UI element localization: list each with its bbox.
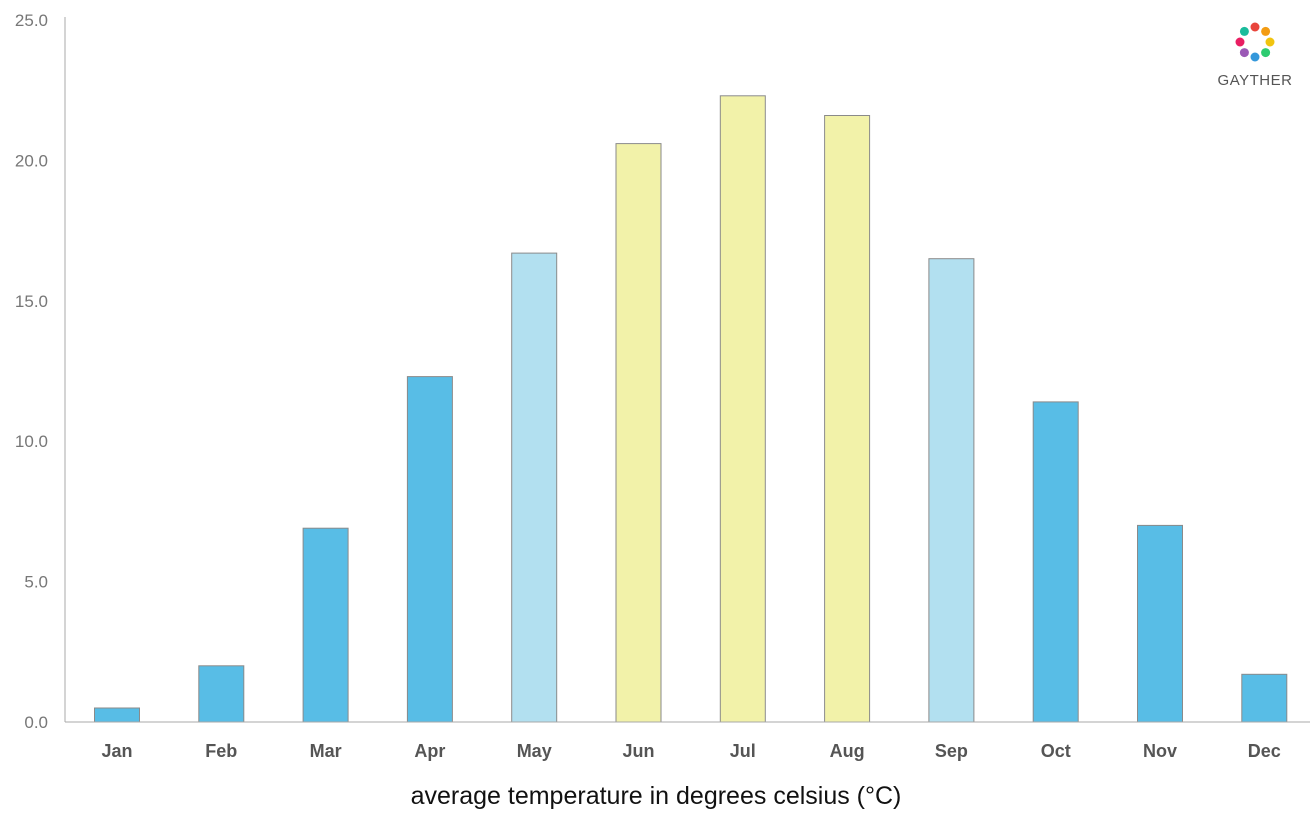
bar-oct	[1032, 401, 1079, 723]
y-tick-label: 25.0	[15, 11, 48, 30]
logo-petal	[1239, 26, 1249, 36]
gayther-logo: GAYTHER	[1200, 20, 1310, 92]
logo-petal	[1250, 22, 1260, 32]
x-tick-label-apr: Apr	[414, 741, 445, 761]
logo-petal	[1265, 37, 1275, 47]
bar-nov	[1137, 524, 1183, 723]
bar-mar	[302, 527, 349, 723]
x-tick-label-oct: Oct	[1041, 741, 1071, 761]
bar-jul	[719, 95, 766, 723]
flower-logo-icon	[1235, 22, 1275, 62]
x-tick-label-dec: Dec	[1248, 741, 1281, 761]
x-tick-label-nov: Nov	[1143, 741, 1177, 761]
x-tick-label-aug: Aug	[830, 741, 865, 761]
x-tick-label-jun: Jun	[622, 741, 654, 761]
logo-petal	[1239, 48, 1249, 58]
y-tick-label: 5.0	[24, 573, 48, 592]
y-tick-labels: 0.0 5.0 10.0 15.0 20.0 25.0	[15, 11, 48, 732]
x-tick-label-jan: Jan	[101, 741, 132, 761]
logo-petal	[1250, 52, 1260, 62]
bar-dec	[1241, 673, 1288, 723]
bar-jun	[615, 143, 662, 723]
logo-petal	[1261, 26, 1271, 36]
logo-petal	[1261, 48, 1271, 58]
logo-petal	[1235, 37, 1245, 47]
x-tick-label-may: May	[517, 741, 552, 761]
x-axis-caption: average temperature in degrees celsius (…	[410, 782, 902, 810]
x-tick-label-jul: Jul	[730, 741, 756, 761]
y-tick-label: 15.0	[15, 292, 48, 311]
bar-jan	[94, 707, 140, 723]
x-tick-label-sep: Sep	[935, 741, 968, 761]
bar-may	[511, 252, 558, 723]
y-tick-label: 10.0	[15, 432, 48, 451]
bars-layer	[94, 95, 1288, 723]
x-tick-labels: Jan Feb Mar Apr May Jun Jul Aug Sep Oct Nov Dec	[101, 741, 1280, 761]
bar-apr	[406, 376, 453, 723]
bar-aug	[824, 115, 871, 723]
y-tick-label: 0.0	[24, 713, 48, 732]
axes-layer	[64, 17, 1310, 723]
bar-feb	[198, 665, 245, 723]
brand-name: GAYTHER	[1217, 72, 1293, 89]
bar-sep	[928, 258, 975, 723]
y-tick-label: 20.0	[15, 151, 48, 170]
x-tick-label-feb: Feb	[205, 741, 237, 761]
x-tick-label-mar: Mar	[310, 741, 342, 761]
